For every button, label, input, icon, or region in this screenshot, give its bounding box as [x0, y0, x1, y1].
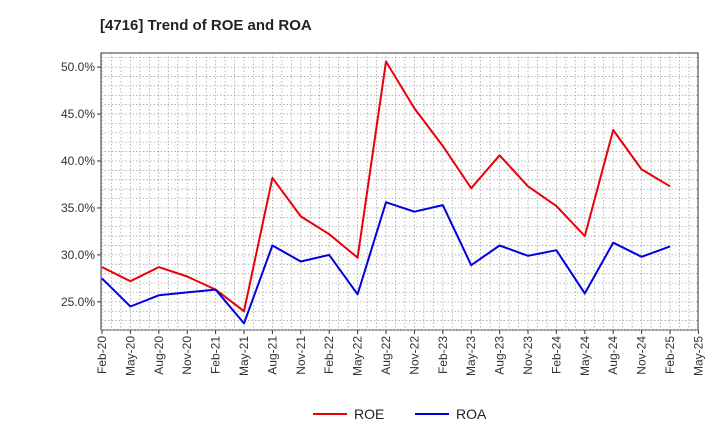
grid-lines	[101, 53, 698, 331]
y-tick-label: 30.0%	[61, 248, 95, 262]
x-tick-label: Aug-24	[606, 336, 620, 375]
legend: ROE ROA	[313, 406, 487, 422]
y-tick-label: 45.0%	[61, 107, 95, 121]
x-tick-label: Nov-22	[407, 336, 421, 375]
x-tick-label: May-25	[691, 336, 705, 376]
chart-title: [4716] Trend of ROE and ROA	[100, 17, 312, 34]
legend-label-roa: ROA	[456, 406, 487, 422]
x-tick-label: Nov-20	[180, 336, 194, 375]
x-tick-label: Feb-20	[95, 336, 109, 374]
x-tick-label: May-23	[464, 336, 478, 376]
x-tick-label: Feb-23	[436, 336, 450, 374]
series-line-roa	[101, 201, 671, 325]
x-tick-label: May-21	[237, 336, 251, 376]
y-tick-label: 50.0%	[61, 60, 95, 74]
x-tick-label: Feb-24	[549, 336, 563, 374]
x-tick-label: Aug-20	[152, 336, 166, 375]
y-axis-ticks: 25.0% 30.0% 35.0% 40.0% 45.0% 50.0%	[61, 60, 101, 309]
x-tick-label: Aug-23	[493, 336, 507, 375]
x-axis-ticks: Feb-20 May-20 Aug-20 Nov-20 Feb-21 May-21 Aug-…	[95, 330, 705, 376]
x-tick-label: Feb-25	[663, 336, 677, 374]
series-lines	[101, 60, 671, 325]
y-tick-label: 25.0%	[61, 295, 95, 309]
x-tick-label: May-20	[123, 336, 137, 376]
x-tick-label: Nov-24	[635, 336, 649, 375]
x-tick-label: Aug-21	[265, 336, 279, 375]
x-tick-label: Feb-22	[322, 336, 336, 374]
x-tick-label: Nov-23	[521, 336, 535, 375]
x-tick-label: Aug-22	[379, 336, 393, 375]
legend-label-roe: ROE	[354, 406, 384, 422]
y-tick-label: 40.0%	[61, 154, 95, 168]
plot-area	[100, 52, 699, 331]
series-line-roe	[101, 60, 671, 313]
x-tick-label: May-24	[578, 336, 592, 376]
x-tick-label: Feb-21	[209, 336, 223, 374]
y-tick-label: 35.0%	[61, 201, 95, 215]
x-tick-label: May-22	[351, 336, 365, 376]
x-tick-label: Nov-21	[294, 336, 308, 375]
